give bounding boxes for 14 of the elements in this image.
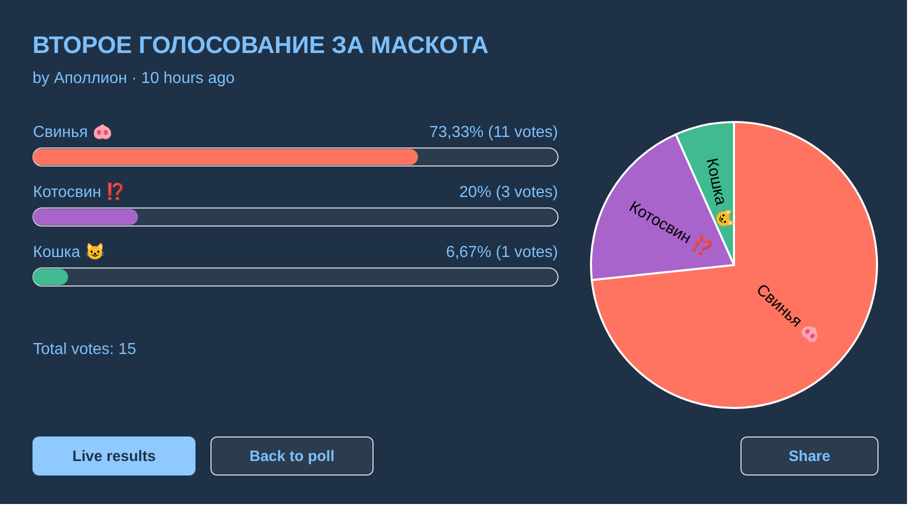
text: Live results xyxy=(72,448,156,465)
category-label: Котосвин ⁉ xyxy=(33,184,126,201)
category-label: Кошка 😺 xyxy=(33,244,105,261)
data-label: 20% (3 votes) xyxy=(459,184,558,201)
slice-label: Кошка 😺 xyxy=(702,156,736,231)
text: Total votes: 15 xyxy=(33,341,136,358)
text: Back to poll xyxy=(249,448,335,465)
text: Share xyxy=(788,448,830,465)
chart-title: ВТОРОЕ ГОЛОСОВАНИЕ ЗА МАСКОТА xyxy=(32,32,489,59)
pie-slice xyxy=(590,121,878,409)
chart-subtitle: by Аполлион · 10 hours ago xyxy=(32,70,235,87)
data-label: 6,67% (1 votes) xyxy=(446,244,558,261)
category-label: Свинья 🐽 xyxy=(33,124,112,141)
data-label: 73,33% (11 votes) xyxy=(429,124,558,141)
